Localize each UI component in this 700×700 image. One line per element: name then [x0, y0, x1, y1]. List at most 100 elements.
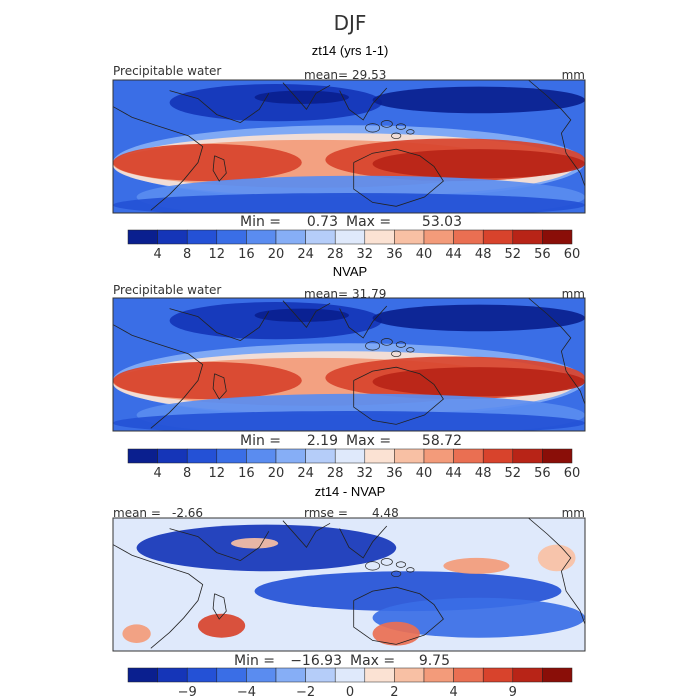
- colorbar-swatch-8: [364, 229, 395, 245]
- colorbar-swatch-10: [423, 448, 454, 464]
- coastline-2: [212, 593, 227, 620]
- colorbar-swatch-2: [186, 667, 218, 683]
- panel-2-min-label: Min =: [240, 433, 281, 449]
- coastline-4: [339, 525, 388, 559]
- map-frame: [112, 517, 586, 652]
- colorbar-swatch-6: [305, 229, 336, 245]
- coastline-5: [353, 366, 444, 425]
- coastline-2: [212, 373, 227, 400]
- colorbar-tick-label: 44: [445, 247, 462, 262]
- map-frame: [112, 79, 586, 214]
- panel-1-max-value: 53.03: [422, 214, 462, 230]
- coastline-5: [353, 586, 444, 645]
- colorbar-swatch-12: [482, 448, 514, 464]
- colorbar-tick-label: 44: [445, 466, 462, 481]
- colorbar-tick-label: 0: [346, 685, 354, 700]
- colorbar-tick-label: 56: [534, 466, 551, 481]
- colorbar-tick-label: 9: [509, 685, 517, 700]
- field-blob-7: [537, 544, 576, 572]
- colorbar-tick-label: 4: [153, 466, 161, 481]
- panel-3-mean-label: mean =: [113, 506, 161, 520]
- colorbar-tick-label: 32: [357, 247, 374, 262]
- colorbar-swatch-5: [275, 448, 306, 464]
- colorbar-tick-label: 20: [268, 247, 285, 262]
- colorbar-tick-label: −9: [178, 685, 197, 700]
- island-3: [406, 347, 415, 353]
- field-blob-1: [372, 86, 585, 114]
- panel-2-colorbar: 4 8 12 16 20 24 28 32 36 40 44 48 52 56 60: [127, 448, 580, 481]
- panel-3-min-label: Min =: [234, 653, 275, 669]
- island-0: [365, 561, 381, 571]
- field-layer: [113, 80, 585, 213]
- island-0: [365, 123, 381, 133]
- field-layer: [113, 518, 585, 651]
- colorbar-tick-label: 52: [505, 466, 522, 481]
- colorbar-swatch-7: [334, 229, 366, 245]
- island-2: [395, 341, 406, 348]
- panel-3: zt14 - NVAP mean = -2.66 rmse = 4.48 mm …: [112, 484, 586, 700]
- field-blob-1: [372, 304, 585, 332]
- island-1: [380, 338, 393, 346]
- colorbar-tick-label: −4: [237, 685, 256, 700]
- field-blob-6: [113, 361, 302, 400]
- coastline-0: [113, 324, 204, 429]
- panel-1-title: zt14 (yrs 1-1): [312, 43, 389, 58]
- colorbar-tick-label: 48: [475, 466, 492, 481]
- panel-2-max-value: 58.72: [422, 433, 462, 449]
- coastline-4: [339, 87, 388, 121]
- colorbar-tick-label: 12: [209, 466, 226, 481]
- colorbar-tick-label: 4: [449, 685, 457, 700]
- colorbar-tick-label: 24: [297, 466, 314, 481]
- field-blob-3: [197, 613, 246, 638]
- field-blob-8: [372, 367, 585, 397]
- colorbar-swatch-0: [127, 448, 158, 464]
- colorbar-tick-label: 36: [386, 466, 403, 481]
- colorbar-swatch-3: [216, 448, 247, 464]
- panel-2-max-label: Max =: [346, 433, 391, 449]
- coastline-3: [282, 82, 331, 110]
- colorbar-swatch-14: [542, 448, 573, 464]
- coastline-6: [528, 80, 585, 187]
- coastline-3: [282, 300, 331, 328]
- colorbar-tick-label: 8: [183, 247, 191, 262]
- panel-1-units: mm: [562, 68, 585, 82]
- panel-3-rmse-label: rmse =: [304, 506, 348, 520]
- coastline-5: [353, 148, 444, 207]
- colorbar-swatch-13: [512, 448, 543, 464]
- panel-1-colorbar: 4 8 12 16 20 24 28 32 36 40 44 48 52 56 60: [127, 229, 580, 262]
- colorbar-swatch-7: [334, 448, 366, 464]
- colorbar-tick-label: 4: [153, 247, 161, 262]
- coastline-0: [113, 106, 204, 211]
- field-layer: [113, 298, 585, 431]
- panel-3-rmse-value: 4.48: [372, 506, 399, 520]
- colorbar-swatch-0: [127, 667, 158, 683]
- colorbar-swatch-11: [453, 448, 484, 464]
- panel-1-max-label: Max =: [346, 214, 391, 230]
- coastline-6: [528, 518, 585, 625]
- colorbar-tick-label: 40: [416, 466, 433, 481]
- coastline-1: [169, 308, 270, 342]
- panel-2: NVAP Precipitable water mean= 31.79 mm M…: [112, 264, 586, 481]
- field-blob-8: [372, 149, 585, 179]
- panel-2-variable: Precipitable water: [113, 283, 221, 297]
- colorbar-swatch-7: [334, 667, 366, 683]
- colorbar-swatch-1: [157, 448, 188, 464]
- colorbar-swatch-3: [216, 667, 247, 683]
- coastline-1: [169, 528, 270, 562]
- coastline-2: [212, 155, 227, 182]
- island-3: [406, 129, 415, 135]
- panel-1: zt14 (yrs 1-1) Precipitable water mean= …: [112, 43, 586, 262]
- map-frame: [112, 297, 586, 432]
- field-blob-0: [136, 524, 397, 572]
- field-blob-10: [113, 411, 585, 431]
- panel-1-map: [112, 79, 586, 214]
- colorbar-swatch-10: [423, 229, 454, 245]
- panel-3-units: mm: [562, 506, 585, 520]
- island-4: [391, 570, 402, 578]
- colorbar-swatch-10: [423, 667, 454, 683]
- coastline-3: [282, 520, 331, 548]
- panel-2-min-value: 2.19: [307, 433, 338, 449]
- colorbar-swatch-12: [482, 667, 514, 683]
- colorbar-tick-label: 24: [297, 247, 314, 262]
